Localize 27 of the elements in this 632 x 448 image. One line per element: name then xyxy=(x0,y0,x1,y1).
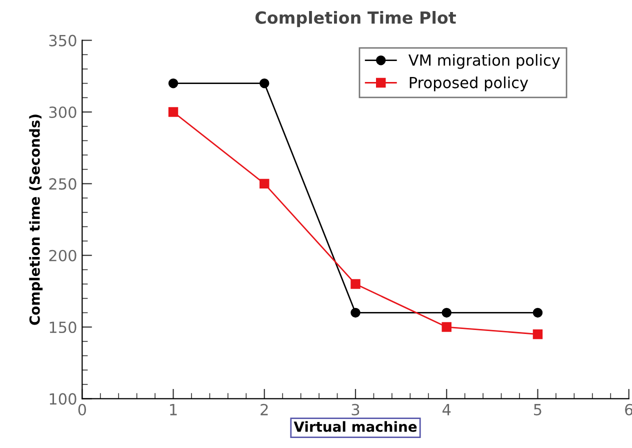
chart-title: Completion Time Plot xyxy=(255,10,456,28)
point xyxy=(260,178,270,189)
y-tick-label: 350 xyxy=(49,34,76,46)
y-tick-label: 250 xyxy=(49,178,76,190)
x-tick-label: 4 xyxy=(442,404,451,416)
point xyxy=(350,308,360,318)
point xyxy=(260,78,270,88)
y-tick-label: 150 xyxy=(50,322,76,334)
y-tick-label: 300 xyxy=(49,106,76,118)
x-tick-label: 5 xyxy=(534,404,542,416)
x-tick-label: 1 xyxy=(170,404,177,416)
legend-label: Proposed policy xyxy=(410,76,528,92)
x-tick-label: 3 xyxy=(352,404,360,416)
point xyxy=(442,322,452,332)
y-tick-label: 100 xyxy=(50,393,76,405)
point xyxy=(532,308,543,318)
x-axis-title: Virtual machine xyxy=(294,421,417,432)
x-tick-label: 0 xyxy=(78,404,86,416)
legend-label: VM migration policy xyxy=(408,54,560,69)
y-tick-label: 200 xyxy=(49,250,76,262)
point xyxy=(532,329,543,340)
point xyxy=(168,107,178,117)
x-tick-label: 2 xyxy=(260,404,268,416)
point xyxy=(442,308,452,318)
y-axis-title: Completion time (Seconds) xyxy=(29,114,43,325)
point xyxy=(168,78,178,88)
point xyxy=(350,279,360,289)
